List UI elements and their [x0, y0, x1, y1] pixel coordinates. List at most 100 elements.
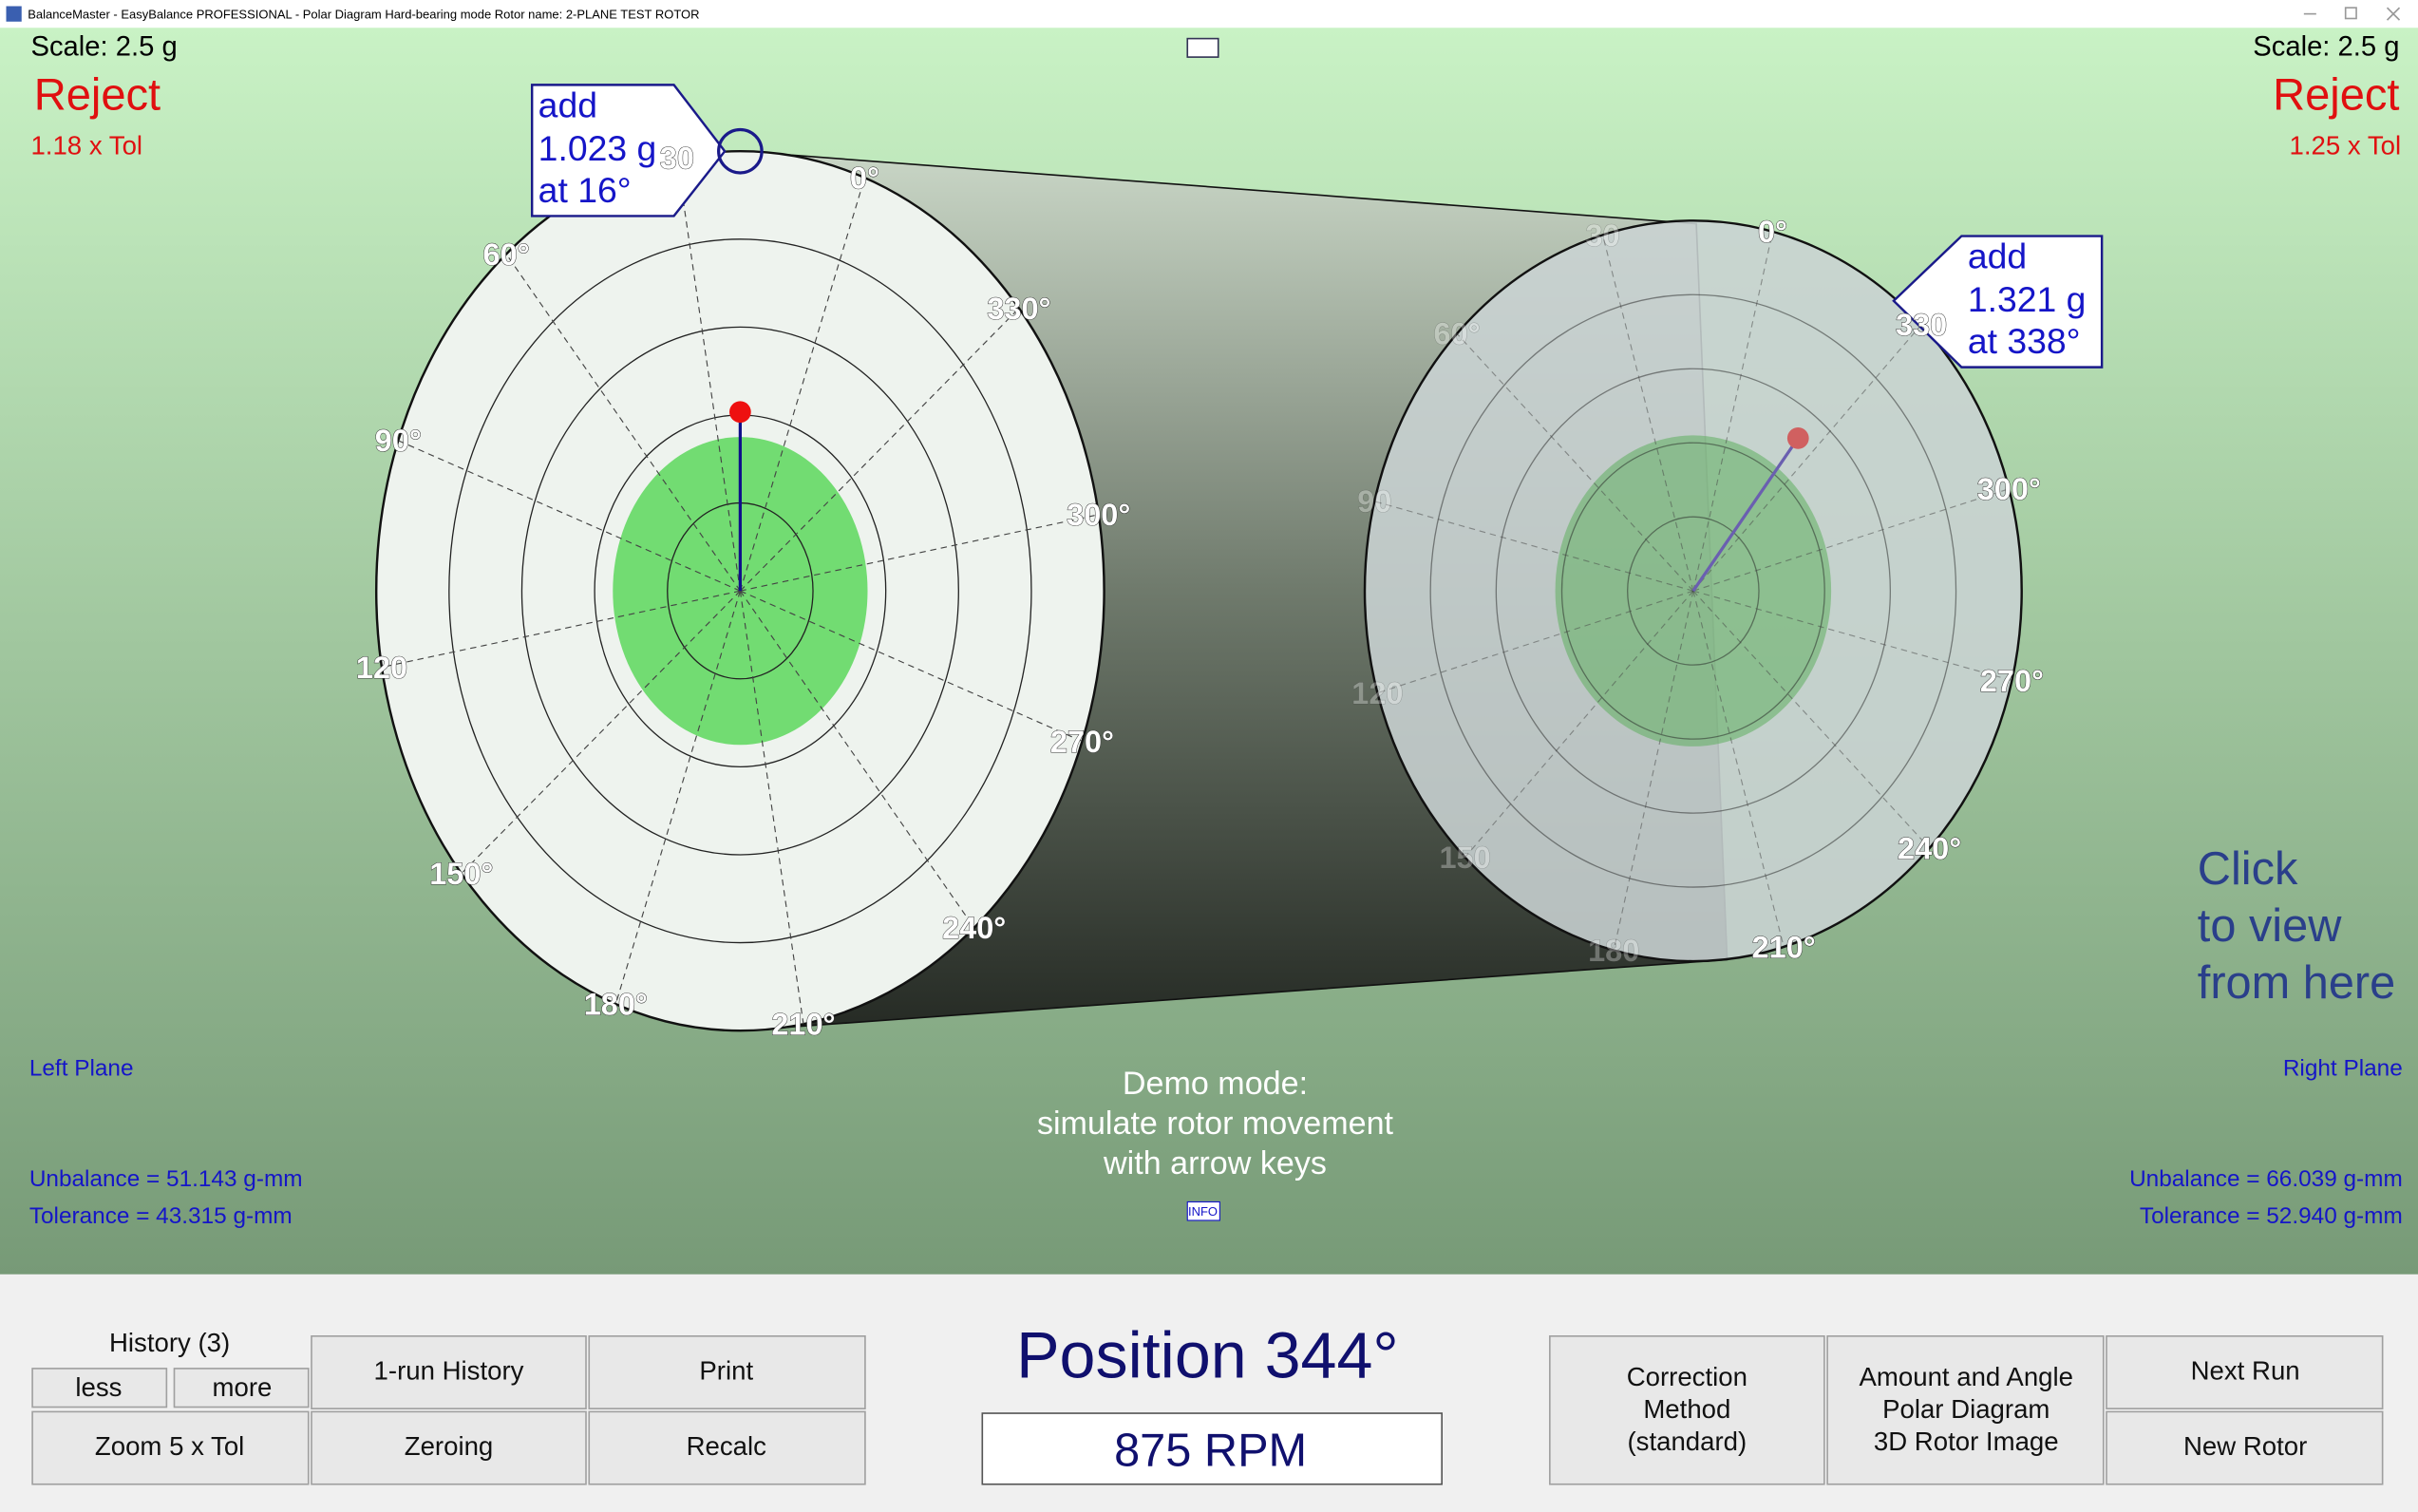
- rpm: 875 RPM: [1114, 1425, 1307, 1476]
- button-label: New Rotor: [2183, 1431, 2307, 1461]
- polar-spoke: [1374, 501, 1694, 592]
- polar-spoke: [739, 177, 865, 592]
- title-bar: [0, 0, 2418, 28]
- polar-ring: [520, 326, 959, 856]
- polar-spoke: [1692, 590, 2012, 682]
- polar-ring: [1495, 368, 1892, 814]
- angle-label: 150°: [429, 857, 493, 891]
- angle-label: 120: [1351, 676, 1403, 710]
- left-disk: [374, 149, 1105, 1032]
- callout-line: add: [538, 85, 597, 124]
- polar-spoke: [740, 590, 1083, 743]
- button-label: more: [212, 1372, 272, 1402]
- polar-spoke: [505, 254, 741, 592]
- angle-label: 60°: [483, 237, 530, 272]
- button[interactable]: less: [31, 1368, 168, 1408]
- button[interactable]: Print: [588, 1334, 866, 1409]
- polar-ring: [448, 238, 1032, 944]
- callout-text: add 1.321 g at 338°: [1968, 236, 2087, 361]
- note-line: Click: [2198, 843, 2298, 895]
- tol-ratio: 1.25 x Tol: [2290, 130, 2402, 160]
- polar-spoke: [739, 591, 804, 1025]
- button[interactable]: Next Run: [2106, 1334, 2384, 1409]
- polar-ring: [1560, 442, 1825, 740]
- button-label: Print: [699, 1355, 753, 1385]
- polar-spoke: [1692, 324, 1922, 592]
- polar-spoke: [676, 158, 741, 592]
- label-line: (standard): [1627, 1427, 1747, 1456]
- button[interactable]: 1-run History: [311, 1334, 587, 1409]
- button-label: Zoom 5 x Tol: [95, 1431, 244, 1461]
- polar-spoke: [1692, 231, 1774, 592]
- angle-label: 30: [660, 142, 694, 176]
- button-label: Next Run: [2191, 1355, 2300, 1385]
- polar-spoke: [739, 308, 1020, 592]
- button-label: less: [75, 1372, 122, 1402]
- angle-label: 90: [1357, 484, 1391, 519]
- status: Reject: [2273, 68, 2399, 119]
- button-label: Recalc: [687, 1431, 767, 1461]
- view-toggle-icon[interactable]: [1186, 37, 1219, 58]
- tolerance: Tolerance = 52.940 g-mm: [2140, 1203, 2403, 1229]
- angle-label: 210°: [771, 1007, 835, 1041]
- button[interactable]: New Rotor: [2106, 1410, 2384, 1485]
- note-line: from here: [2198, 957, 2395, 1009]
- right-callout[interactable]: add 1.321 g at 338°: [1892, 235, 2104, 369]
- polar-spoke: [1377, 590, 1694, 694]
- polar-ring: [1429, 293, 1957, 888]
- angle-label: 120: [356, 651, 407, 685]
- note-line: to view: [2198, 900, 2342, 952]
- button-label: Zeroing: [405, 1431, 494, 1461]
- window-title: BalanceMaster - EasyBalance PROFESSIONAL…: [28, 7, 699, 21]
- unbalance-point: [1786, 426, 1809, 449]
- history-label: History (3): [109, 1328, 230, 1357]
- rpm-box: [981, 1412, 1443, 1485]
- angle-label: 0°: [850, 161, 879, 195]
- callout-line: 1.023 g: [538, 128, 657, 168]
- polar-ring: [1627, 516, 1760, 666]
- button[interactable]: Amount and Angle Polar Diagram 3D Rotor Im…: [1826, 1334, 2105, 1485]
- label-line: Polar Diagram: [1882, 1394, 2050, 1424]
- window-controls[interactable]: [2303, 7, 2401, 21]
- click-note[interactable]: Click to view from here: [2198, 843, 2395, 1009]
- scale-label: Scale: 2.5 g: [30, 31, 177, 62]
- polar-spoke: [740, 514, 1099, 592]
- angle-label: 300°: [1977, 472, 2041, 506]
- plane-name: Left Plane: [29, 1055, 134, 1081]
- button[interactable]: more: [173, 1368, 310, 1408]
- left-callout[interactable]: add 1.023 g at 16°: [530, 84, 764, 217]
- angle-label: 270°: [1980, 664, 2044, 698]
- angle-label: 240°: [942, 911, 1006, 945]
- polar-spoke: [739, 590, 975, 929]
- button-label: 1-run History: [374, 1355, 524, 1385]
- polar-spoke: [1692, 591, 1785, 948]
- button[interactable]: Correction Method (standard): [1549, 1334, 1825, 1485]
- angle-label: 270°: [1050, 725, 1114, 759]
- angle-label: 240°: [1898, 831, 1961, 865]
- note-line: with arrow keys: [1103, 1145, 1327, 1181]
- polar-spoke: [398, 440, 741, 592]
- polar-spoke: [1613, 591, 1694, 951]
- callout-text: add 1.023 g at 16°: [538, 85, 657, 209]
- tolerance: Tolerance = 43.315 g-mm: [29, 1203, 293, 1229]
- polar-spoke: [461, 590, 741, 875]
- status: Reject: [34, 68, 161, 119]
- polar-spoke: [1692, 590, 1931, 849]
- info-button[interactable]: [1186, 1200, 1220, 1221]
- angle-label: 330°: [987, 292, 1050, 326]
- button[interactable]: Zeroing: [311, 1410, 587, 1485]
- unbalance-point: [729, 401, 751, 424]
- button[interactable]: Recalc: [588, 1410, 866, 1485]
- angle-label: 210°: [1752, 930, 1816, 964]
- app-icon: [6, 6, 22, 22]
- angle-label: 90°: [375, 424, 422, 458]
- callout-line: 1.321 g: [1968, 279, 2087, 319]
- angle-label: 0°: [1758, 215, 1787, 249]
- button[interactable]: Zoom 5 x Tol: [31, 1410, 310, 1485]
- angle-label: 330: [1896, 308, 1947, 342]
- info-label: INFO: [1188, 1204, 1218, 1219]
- unbalance-vector: [1691, 437, 1800, 593]
- note-line: simulate rotor movement: [1037, 1106, 1394, 1142]
- scale-label: Scale: 2.5 g: [2253, 31, 2399, 62]
